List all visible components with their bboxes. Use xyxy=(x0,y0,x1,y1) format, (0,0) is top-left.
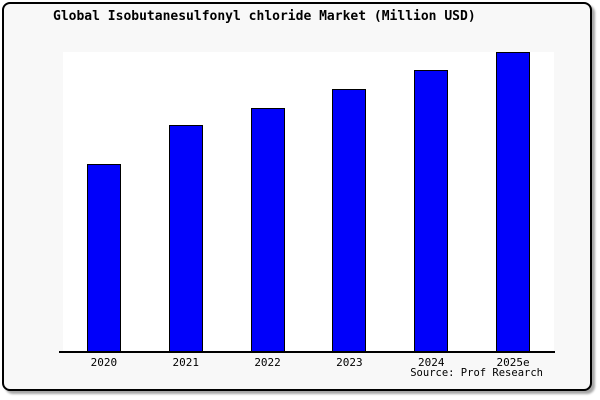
chart-title: Global Isobutanesulfonyl chloride Market… xyxy=(53,9,476,24)
x-tick-label-2025e: 2025e xyxy=(496,356,530,369)
bar-2020 xyxy=(86,164,121,352)
x-tick-label-2023: 2023 xyxy=(336,356,363,369)
chart-card: Global Isobutanesulfonyl chloride Market… xyxy=(2,2,592,391)
x-axis-line xyxy=(59,351,555,353)
bar-2025e xyxy=(496,52,531,352)
bar-2021 xyxy=(168,125,203,352)
x-tick-label-2024: 2024 xyxy=(417,356,445,369)
x-axis-labels: 2020 2021 2022 2023 2024 2025e xyxy=(63,356,554,370)
bar-2022 xyxy=(250,108,285,352)
x-tick-label-2022: 2022 xyxy=(254,356,281,369)
bar-2024 xyxy=(414,70,449,352)
x-tick-label-2021: 2021 xyxy=(172,356,199,369)
x-tick-label-2020: 2020 xyxy=(90,356,118,369)
plot-area xyxy=(63,52,554,352)
source-credit: Source: Prof Research xyxy=(410,367,543,379)
bar-2023 xyxy=(332,89,367,352)
